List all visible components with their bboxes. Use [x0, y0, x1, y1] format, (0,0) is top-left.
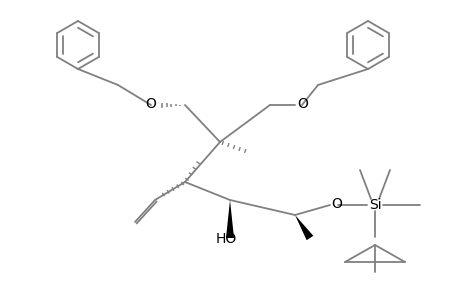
Polygon shape [294, 215, 313, 240]
Polygon shape [225, 200, 234, 238]
Text: O: O [297, 97, 307, 111]
Text: O: O [330, 197, 341, 211]
Text: HO: HO [215, 232, 236, 246]
Text: O: O [145, 97, 156, 111]
Text: Si: Si [368, 198, 381, 212]
